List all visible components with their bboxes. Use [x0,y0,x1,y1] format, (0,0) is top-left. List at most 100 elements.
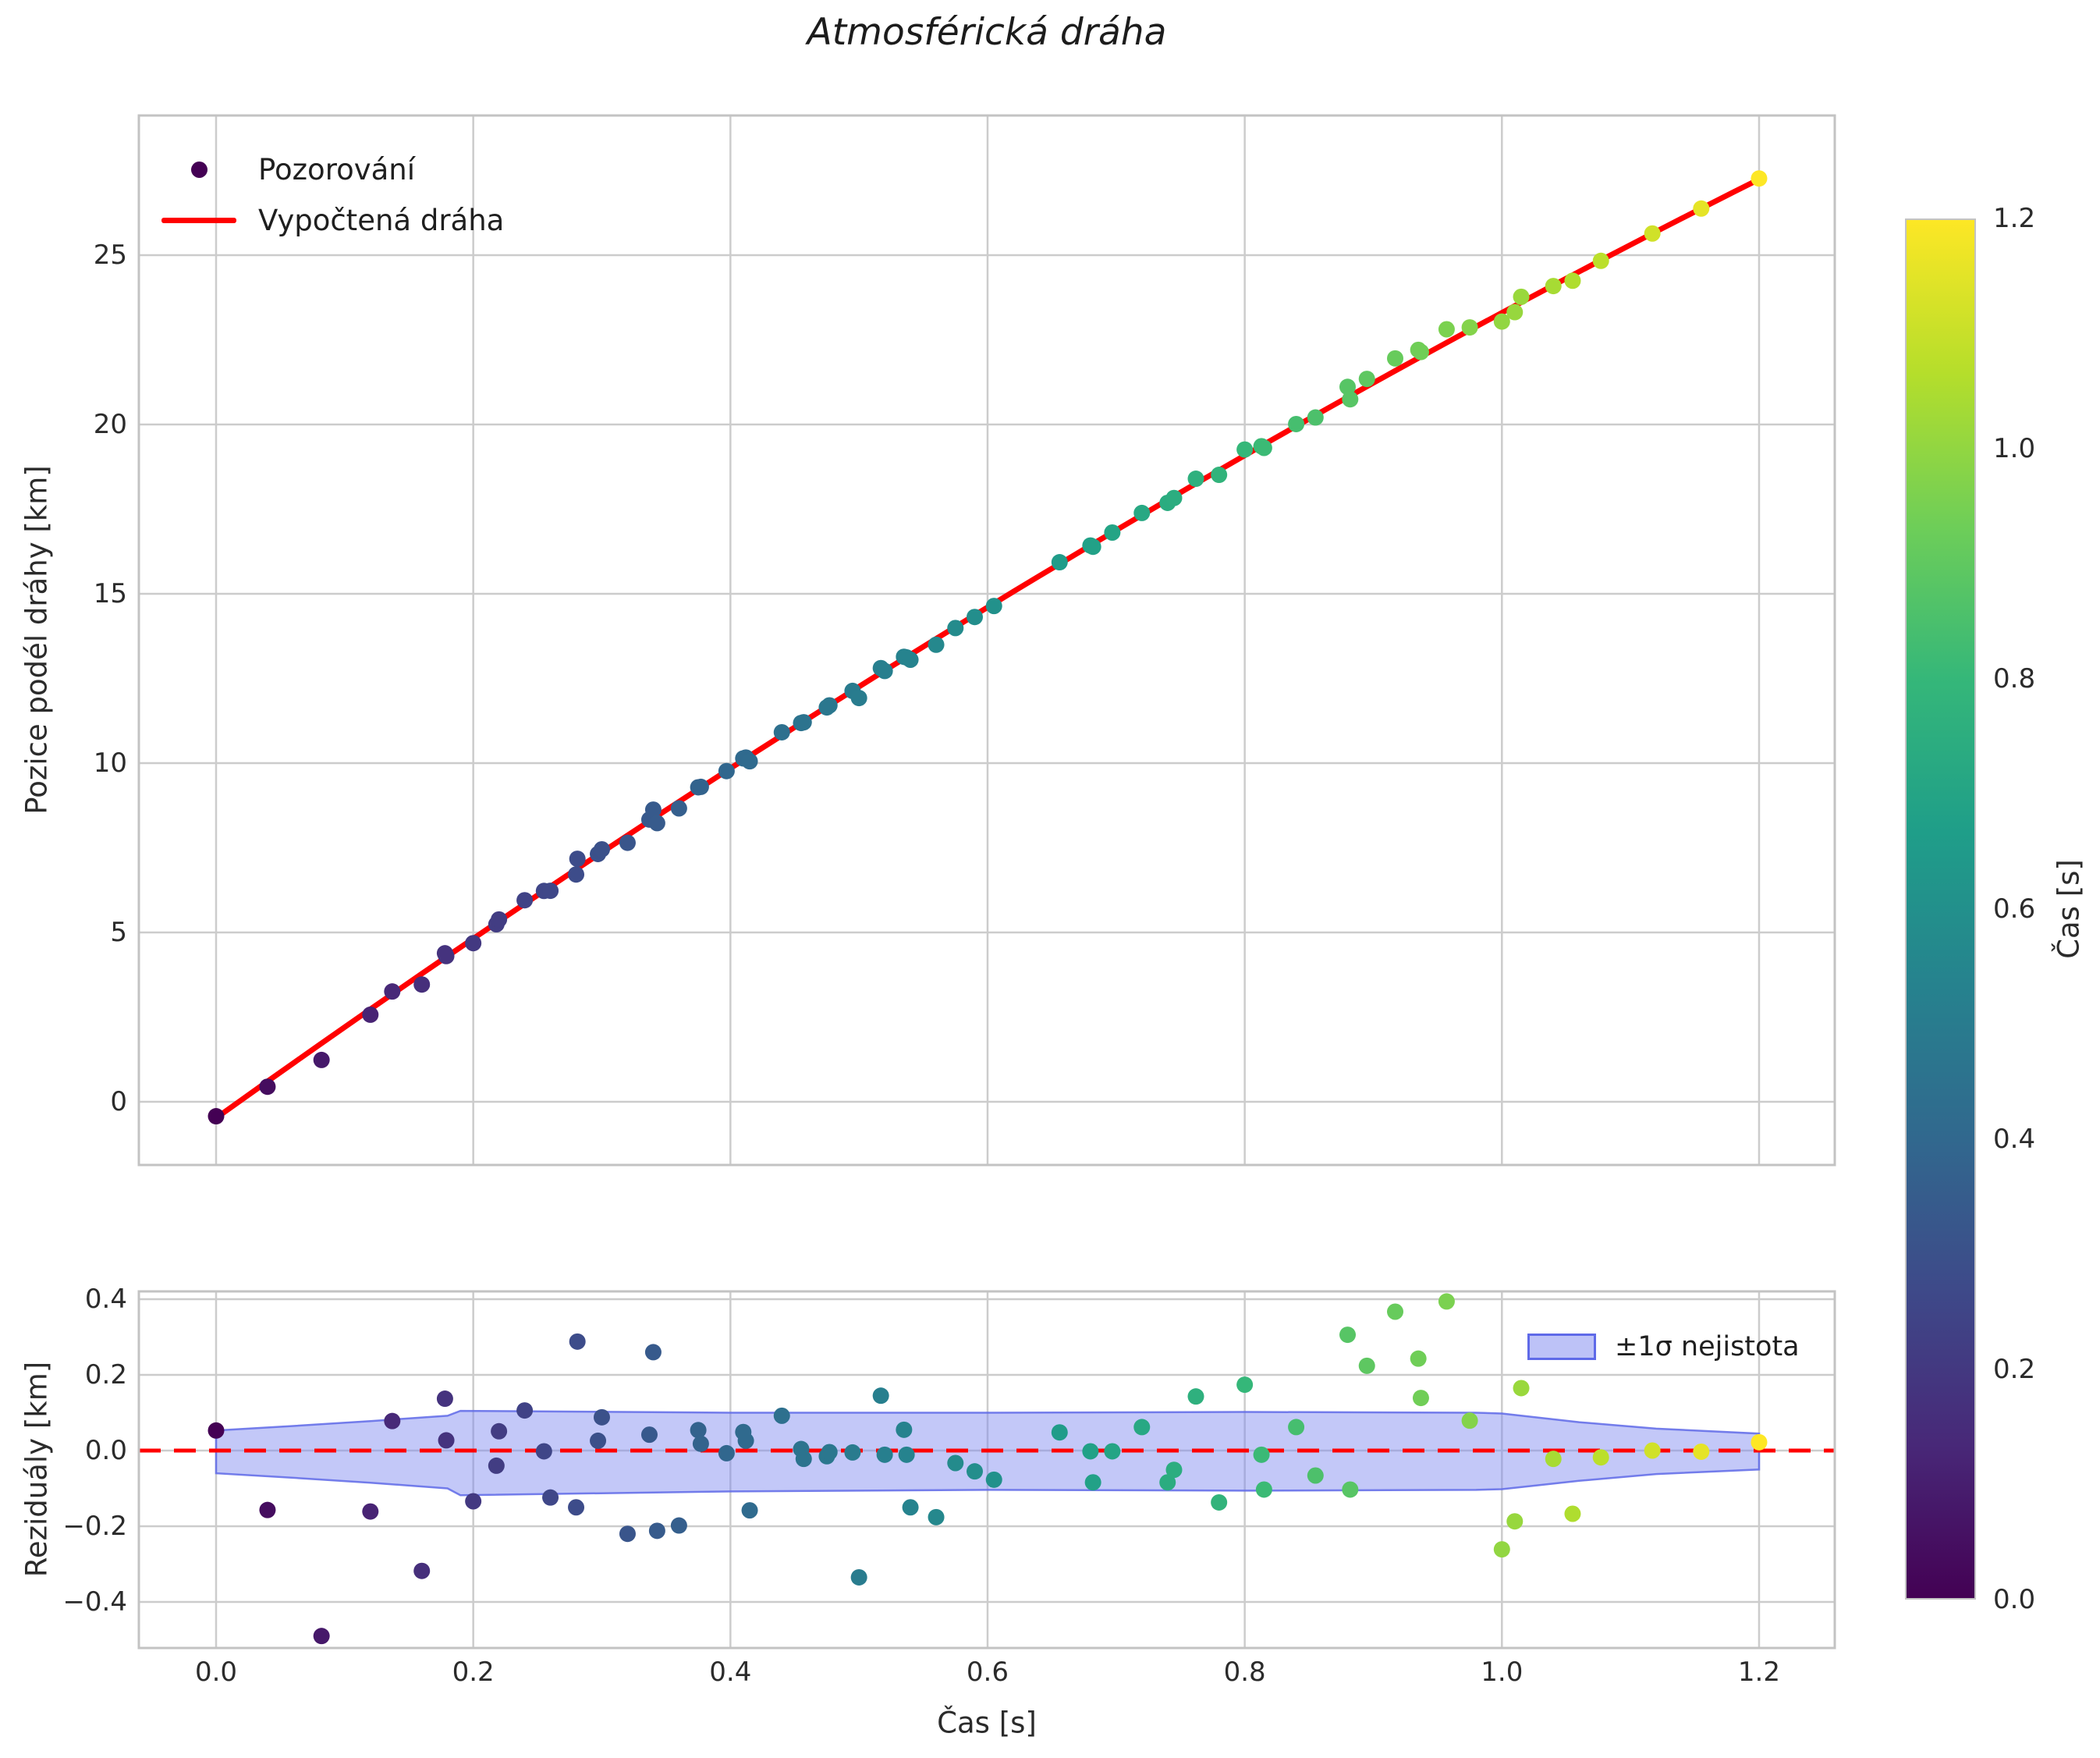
residual-point [692,1435,709,1452]
residual-point [436,1390,453,1408]
colorbar-tick-label: 0.4 [1993,1124,2036,1155]
colorbar-tick-label: 0.0 [1993,1584,2036,1615]
observation-point [313,1051,330,1068]
x-tick-label: 0.4 [709,1657,752,1688]
residual-point [670,1517,687,1534]
residual-point [872,1387,889,1405]
residual-point [644,1344,662,1361]
x-tick-label: 0.2 [452,1657,495,1688]
residual-point [1288,1419,1305,1436]
residual-point [1084,1474,1101,1491]
uncertainty-band-icon [1527,1334,1596,1360]
observation-point [491,911,508,928]
residual-point [593,1408,610,1426]
residual-point [795,1451,812,1468]
observation-point [644,801,662,819]
residual-point [384,1412,401,1429]
observation-point [259,1078,276,1096]
residual-point [947,1454,964,1472]
residual-point [1438,1293,1455,1310]
residual-point [1412,1390,1429,1407]
main-y-axis-label: Pozice podél dráhy [km] [20,465,54,815]
residual-point [1236,1376,1254,1394]
residual-point [590,1432,607,1449]
observation-point [413,976,431,993]
residual-point [966,1463,983,1480]
legend-fit-label: Vypočtená dráha [258,204,505,237]
residual-point [1644,1442,1661,1459]
main-legend: Pozorování Vypočtená dráha [160,153,504,237]
observation-point [1211,467,1228,484]
colorbar-tick-label: 0.2 [1993,1354,2036,1385]
observations-marker-icon [190,162,208,178]
residual-point [313,1628,330,1645]
residual-point [259,1501,276,1518]
residual-point [1342,1481,1359,1498]
observation-point [569,851,586,868]
observation-point [648,815,665,832]
observation-point [718,762,735,780]
observation-point [795,714,812,731]
observation-point [1165,489,1183,506]
observation-point [928,636,945,653]
observation-point [1592,252,1609,269]
residual-point [1339,1326,1357,1344]
residual-point [773,1407,790,1424]
residual-point [362,1503,379,1520]
observation-point [568,866,585,883]
residual-point [640,1426,658,1444]
residual-point [902,1499,919,1516]
observation-point [1461,319,1478,336]
colorbar-tick-label: 0.8 [1993,663,2036,694]
colorbar-tick-label: 1.0 [1993,433,2036,464]
x-tick-label: 0.6 [966,1657,1009,1688]
residual-point [1592,1449,1609,1466]
observation-point [966,609,983,626]
residual-point [491,1422,508,1440]
residual-point [1082,1443,1099,1460]
observation-point [1751,170,1768,187]
observation-point [1342,391,1359,408]
x-tick-label: 1.0 [1481,1657,1524,1688]
observation-point [1187,471,1204,488]
residual-point [208,1422,225,1439]
legend-item-observations: Pozorování [160,153,504,186]
main-y-tick-label: 25 [93,240,127,271]
observation-point [1493,313,1510,330]
observation-point [1545,278,1562,295]
main-plot-frame [137,114,1836,1167]
legend-item-fit: Vypočtená dráha [160,204,504,237]
observation-point [593,841,610,858]
residual-y-tick-label: −0.2 [62,1511,127,1542]
observation-point [876,662,893,680]
residual-point [1165,1461,1183,1479]
x-axis-label: Čas [s] [937,1706,1037,1740]
residual-point [569,1333,586,1350]
residual-plot-frame [137,1290,1836,1650]
residual-point [876,1446,893,1463]
residual-point [1545,1451,1562,1468]
residual-point [737,1432,754,1449]
residual-point [898,1446,915,1463]
residual-point [438,1432,455,1449]
colorbar-tick-label: 0.6 [1993,893,2036,925]
observation-point [1506,304,1524,321]
colorbar-tick-label: 1.2 [1993,203,2036,234]
observation-point [1513,288,1530,305]
residual-point [928,1508,945,1525]
residual-point [844,1444,861,1461]
residual-point [1253,1446,1270,1463]
observation-point [741,753,758,770]
residual-y-tick-label: 0.0 [84,1435,127,1466]
residual-point [488,1457,505,1474]
residual-point [896,1421,913,1438]
observation-point [1358,371,1375,388]
residual-point [1564,1505,1581,1522]
residual-point [535,1443,552,1460]
legend-observations-label: Pozorování [258,153,416,186]
residual-point [741,1502,758,1519]
colorbar [1905,218,1976,1600]
observation-point [1438,321,1455,338]
residual-point [1307,1467,1324,1484]
observation-point [821,697,838,714]
